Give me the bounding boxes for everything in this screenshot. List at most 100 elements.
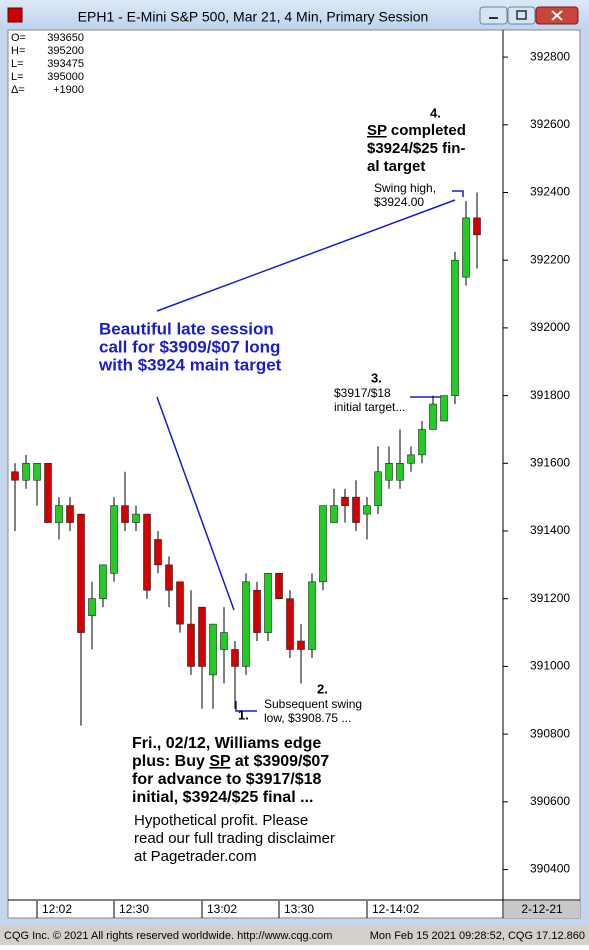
candle-body <box>220 632 228 650</box>
y-tick-label: 392200 <box>530 252 570 266</box>
info-value: 393650 <box>47 32 84 44</box>
candle-body <box>99 564 107 600</box>
candle-body <box>11 471 19 481</box>
annotation-line: with $3924 main target <box>98 355 282 374</box>
candle-body <box>341 496 349 506</box>
status-bar <box>0 926 589 945</box>
app-icon <box>7 7 23 23</box>
maximize-button[interactable] <box>507 6 536 25</box>
annotation-number: 4. <box>430 105 441 120</box>
window-buttons[interactable] <box>479 6 579 25</box>
annotation-line: read our full trading disclaimer <box>134 830 335 847</box>
y-tick-label: 390800 <box>530 726 570 740</box>
annotation-lines <box>156 190 464 712</box>
swing-low-pointer <box>235 701 257 712</box>
annotation-segment: plus: Buy <box>132 753 209 770</box>
annotation-line: at Pagetrader.com <box>134 848 257 865</box>
minimize-button[interactable] <box>479 6 508 25</box>
annotation-line: low, $3908.75 ... <box>264 711 351 725</box>
annotation-line: Fri., 02/12, Williams edge <box>132 735 321 752</box>
annotation-line: Beautiful late session <box>99 319 274 338</box>
candle-body <box>297 640 305 650</box>
close-glyph <box>551 10 563 21</box>
date-label: 2-12-21 <box>521 902 563 916</box>
x-tick-label: 13:30 <box>284 902 314 916</box>
annotation-line: initial, $3924/$25 final ... <box>132 789 313 806</box>
annotation-segment: SP <box>367 122 387 139</box>
candle-body <box>429 403 437 430</box>
annotation-line: plus: Buy SP at $3909/$07 <box>132 753 329 770</box>
maximize-glyph <box>516 10 527 20</box>
info-value: +1900 <box>53 84 84 96</box>
candle-body <box>209 623 217 676</box>
candle-body <box>231 649 239 667</box>
candle-body <box>198 606 206 667</box>
candle-body <box>374 471 382 506</box>
window-title: EPH1 - E-Mini S&P 500, Mar 21, 4 Min, Pr… <box>78 9 429 25</box>
info-label: O= <box>11 32 26 44</box>
annotation-line: for advance to $3917/$18 <box>132 771 322 788</box>
y-tick-label: 390600 <box>530 794 570 808</box>
annotation-line: al target <box>367 158 425 175</box>
y-tick-label: 391600 <box>530 455 570 469</box>
y-tick-label: 391000 <box>530 659 570 673</box>
y-tick-label: 392800 <box>530 49 570 63</box>
annotation-number: 1. <box>238 707 249 722</box>
candle-body <box>451 259 459 396</box>
candle-body <box>352 496 360 523</box>
candle-body <box>77 513 85 633</box>
candle-body <box>242 581 250 667</box>
candle-body <box>308 581 316 650</box>
candle-body <box>319 505 327 583</box>
info-value: 395000 <box>47 71 84 83</box>
candle-body <box>121 505 129 523</box>
swing-high-pointer <box>452 190 464 197</box>
chart-area <box>7 29 581 919</box>
candle-body <box>55 505 63 523</box>
candle-body <box>165 564 173 591</box>
candle-body <box>66 505 74 523</box>
candle-body <box>462 217 470 278</box>
candle-body <box>22 463 30 481</box>
info-label: L= <box>11 71 24 83</box>
annotation-number: 3. <box>371 370 382 385</box>
call-line-low <box>156 396 235 611</box>
candle-body <box>88 598 96 616</box>
candle-body <box>154 539 162 566</box>
candle-body <box>110 505 118 574</box>
info-value: 395200 <box>47 45 84 57</box>
y-tick-label: 391800 <box>530 388 570 402</box>
annotation-line: $3924.00 <box>374 195 424 209</box>
info-label: H= <box>11 45 25 57</box>
date-box <box>504 901 580 918</box>
call-line-high <box>156 199 456 312</box>
candle-body <box>385 463 393 481</box>
y-tick-label: 392400 <box>530 185 570 199</box>
candle-body <box>44 463 52 523</box>
candle-body <box>330 505 338 523</box>
candle-body <box>418 429 426 456</box>
annotation-line: call for $3909/$07 long <box>99 337 280 356</box>
annotation-line: $3924/$25 fin- <box>367 140 465 157</box>
annotation-line: Hypothetical profit. Please <box>134 812 308 829</box>
info-value: 393475 <box>47 58 84 70</box>
candle-body <box>143 513 151 591</box>
x-tick-label: 12-14:02 <box>372 902 420 916</box>
candle-body <box>286 598 294 650</box>
annotation-line: Swing high, <box>374 181 436 195</box>
x-tick-label: 12:30 <box>119 902 149 916</box>
candle-body <box>264 573 272 633</box>
y-tick-label: 391400 <box>530 523 570 537</box>
candle-body <box>176 581 184 625</box>
candle-body <box>187 623 195 667</box>
info-label: L= <box>11 58 24 70</box>
candle-body <box>407 454 415 464</box>
candle-body <box>396 463 404 481</box>
annotation-segment: at $3909/$07 <box>230 753 329 770</box>
candle-body <box>473 217 481 236</box>
annotation-segment: completed <box>387 122 466 139</box>
status-left: CQG Inc. © 2021 All rights reserved worl… <box>4 930 332 942</box>
y-tick-label: 391200 <box>530 591 570 605</box>
